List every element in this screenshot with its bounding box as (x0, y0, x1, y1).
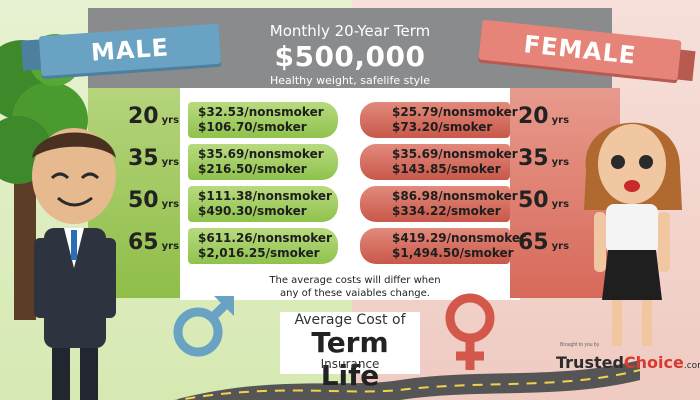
male-symbol-icon (173, 296, 234, 357)
female-rate-50-nonsmoker: $86.98/nonsmoker (392, 189, 518, 203)
logo-trusted: Trusted (556, 353, 624, 372)
female-rate-35: $35.69/nonsmoker $143.85/smoker (360, 144, 518, 180)
female-rate-65-nonsmoker: $419.29/nonsmoker (392, 231, 526, 245)
female-rate-35-nonsmoker: $35.69/nonsmoker (392, 147, 518, 161)
male-rate-35-nonsmoker: $35.69/nonsmoker (198, 147, 324, 161)
female-rate-65-smoker: $1,494.50/smoker (392, 246, 514, 260)
male-age-20: 20 yrs (128, 104, 180, 129)
male-age-35: 35 yrs (128, 146, 180, 171)
female-age-65: 65 yrs (518, 230, 570, 255)
female-rate-65: $419.29/nonsmoker $1,494.50/smoker (360, 228, 526, 264)
note-line-2: any of these vaiables change. (280, 288, 430, 299)
title-box (280, 312, 420, 374)
female-symbol-icon (445, 293, 495, 370)
female-age-50: 50 yrs (518, 188, 570, 213)
female-rate-50: $86.98/nonsmoker $334.22/smoker (360, 186, 518, 222)
male-rate-35-smoker: $216.50/smoker (198, 162, 307, 176)
man-character-icon (32, 128, 116, 400)
road-icon (173, 360, 640, 400)
trustedchoice-logo: TrustedChoice.com (556, 353, 700, 372)
woman-character-icon (584, 122, 682, 346)
male-rate-50-smoker: $490.30/smoker (198, 204, 307, 218)
male-rate-20-smoker: $106.70/smoker (198, 120, 307, 134)
male-rate-65-smoker: $2,016.25/smoker (198, 246, 320, 260)
logo-tagline: Brought to you by (560, 342, 600, 348)
female-rate-20: $25.79/nonsmoker $73.20/smoker (360, 102, 518, 138)
female-age-20: 20 yrs (518, 104, 570, 129)
coverage-amount: $500,000 (274, 40, 426, 73)
female-rate-35-smoker: $143.85/smoker (392, 162, 501, 176)
female-rate-20-nonsmoker: $25.79/nonsmoker (392, 105, 518, 119)
male-rate-65-nonsmoker: $611.26/nonsmoker (198, 231, 332, 245)
header-subtitle: Healthy weight, safelife style (270, 74, 430, 87)
male-rate-50-nonsmoker: $111.38/nonsmoker (198, 189, 332, 203)
female-rate-20-smoker: $73.20/smoker (392, 120, 493, 134)
male-age-50: 50 yrs (128, 188, 180, 213)
male-rate-50: $111.38/nonsmoker $490.30/smoker (188, 186, 338, 222)
title-line-2: Term Life (311, 326, 389, 392)
note-line-1: The average costs will differ when (269, 275, 441, 286)
male-rate-20-nonsmoker: $32.53/nonsmoker (198, 105, 324, 119)
female-age-35: 35 yrs (518, 146, 570, 171)
logo-domain: .com (683, 361, 700, 371)
female-rate-50-smoker: $334.22/smoker (392, 204, 501, 218)
logo-choice: Choice (623, 353, 684, 372)
variables-note: The average costs will differ when any o… (250, 274, 460, 300)
male-rate-35: $35.69/nonsmoker $216.50/smoker (188, 144, 338, 180)
male-rate-20: $32.53/nonsmoker $106.70/smoker (188, 102, 338, 138)
title-line-3: Insurance (320, 357, 380, 371)
header-title: Monthly 20-Year Term (269, 22, 431, 40)
title-line-1: Average Cost of (294, 312, 406, 328)
male-rate-65: $611.26/nonsmoker $2,016.25/smoker (188, 228, 338, 264)
male-age-65: 65 yrs (128, 230, 180, 255)
